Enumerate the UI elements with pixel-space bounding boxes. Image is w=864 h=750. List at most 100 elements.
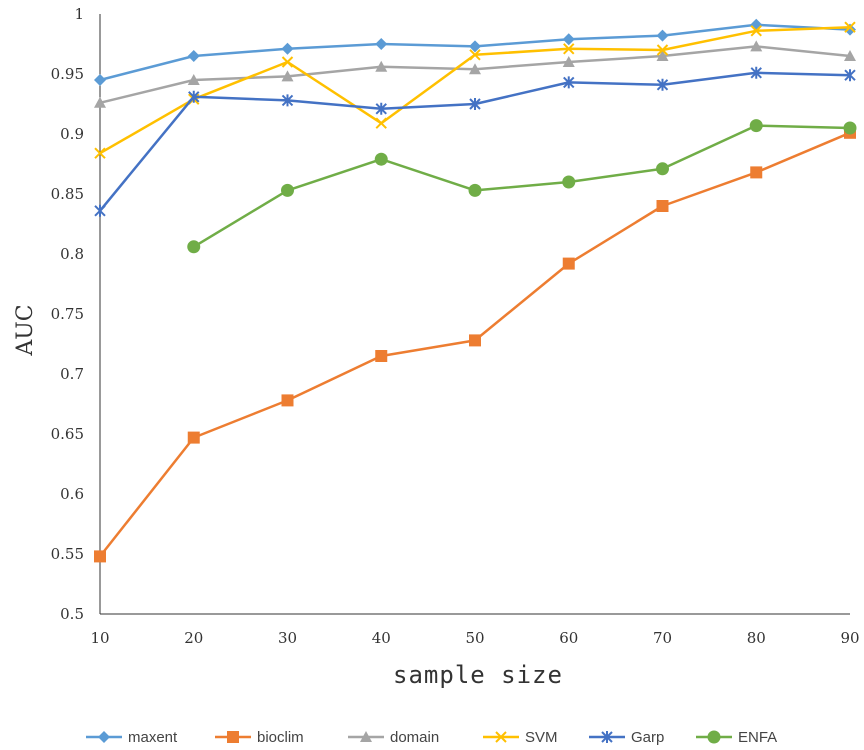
data-point: [281, 94, 294, 107]
data-point: [468, 183, 482, 197]
legend: maxent bioclim domain SVM Garp ENFA: [86, 729, 777, 746]
data-point: [563, 76, 575, 89]
data-point: [750, 25, 762, 37]
x-tick-label: 70: [653, 629, 672, 647]
data-point: [94, 147, 106, 159]
legend-marker: [98, 731, 110, 743]
y-tick-label: 0.8: [60, 245, 84, 263]
data-point: [562, 56, 575, 67]
legend-item: SVM: [483, 729, 558, 746]
x-tick-label: 90: [840, 629, 859, 647]
x-tick-label: 60: [559, 629, 578, 647]
data-point: [469, 98, 481, 110]
data-point: [94, 74, 106, 86]
y-tick-labels: 0.5 0.55 0.6 0.65 0.7 0.75 0.8 0.85 0.9 0.95 1: [51, 5, 84, 623]
data-point: [750, 166, 763, 179]
data-point: [843, 121, 857, 135]
data-point: [844, 50, 856, 61]
y-tick-label: 0.9: [60, 125, 84, 143]
data-point: [469, 63, 481, 75]
y-tick-label: 0.55: [51, 545, 84, 563]
x-tick-label: 40: [372, 629, 391, 647]
legend-marker: [601, 731, 613, 743]
data-point: [750, 66, 762, 79]
data-point: [375, 117, 387, 129]
legend-marker: [707, 730, 721, 744]
data-point: [281, 394, 294, 407]
data-point: [469, 334, 481, 347]
data-point: [375, 102, 387, 115]
legend-item: domain: [348, 729, 439, 746]
x-tick-labels: 10 20 30 40 50 60 70 80 90: [90, 629, 859, 647]
data-point: [656, 162, 669, 176]
data-point: [187, 74, 200, 85]
y-tick-label: 0.95: [51, 65, 84, 83]
data-point: [562, 33, 575, 46]
data-point: [750, 18, 763, 31]
data-point: [844, 69, 856, 82]
series-maxent: [94, 18, 856, 86]
data-point: [563, 43, 575, 55]
data-point: [187, 240, 201, 254]
x-tick-label: 10: [90, 629, 109, 647]
plot-area: [94, 18, 857, 563]
series-enfa: [187, 119, 857, 254]
y-tick-label: 0.5: [60, 605, 84, 623]
data-point: [656, 44, 669, 56]
y-tick-label: 0.6: [60, 485, 84, 503]
data-point: [94, 96, 106, 108]
legend-item: bioclim: [215, 729, 304, 746]
y-tick-label: 0.75: [51, 305, 84, 323]
data-point: [187, 431, 200, 444]
legend-item: maxent: [86, 729, 178, 746]
legend-label: ENFA: [738, 729, 777, 746]
data-point: [281, 42, 294, 55]
x-tick-label: 20: [184, 629, 203, 647]
legend-label: domain: [390, 729, 439, 746]
data-point: [375, 60, 388, 72]
legend-label: SVM: [525, 729, 558, 746]
data-point: [844, 23, 856, 36]
data-point: [656, 200, 669, 212]
y-tick-label: 0.7: [60, 365, 84, 383]
data-point: [187, 50, 200, 62]
data-point: [469, 40, 481, 53]
series-bioclim: [94, 126, 856, 563]
data-point: [375, 350, 388, 362]
data-point: [562, 175, 576, 189]
data-point: [374, 152, 388, 166]
legend-marker: [227, 731, 239, 743]
data-point: [750, 40, 763, 52]
legend-label: Garp: [631, 729, 664, 746]
legend-label: maxent: [128, 729, 178, 746]
x-axis-title: sample size: [393, 661, 563, 689]
data-point: [562, 257, 575, 270]
x-tick-label: 80: [747, 629, 766, 647]
data-point: [469, 49, 481, 61]
y-axis-title: AUC: [13, 304, 38, 356]
x-tick-label: 50: [465, 629, 484, 647]
data-point: [749, 119, 763, 133]
data-point: [656, 78, 669, 91]
data-point: [281, 183, 294, 197]
y-tick-label: 1: [74, 5, 84, 23]
data-point: [656, 29, 669, 42]
legend-label: bioclim: [257, 729, 304, 746]
series-domain: [94, 40, 856, 108]
data-point: [281, 70, 294, 82]
series-line: [193, 124, 851, 248]
data-point: [94, 204, 106, 217]
legend-marker: [360, 731, 372, 742]
legend-item: ENFA: [696, 729, 777, 746]
y-tick-label: 0.65: [51, 425, 84, 443]
y-tick-label: 0.85: [51, 185, 84, 203]
series-garp: [94, 66, 856, 217]
data-point: [281, 56, 294, 68]
data-point: [94, 550, 106, 563]
data-point: [656, 50, 669, 61]
x-tick-label: 30: [278, 629, 297, 647]
data-point: [844, 21, 856, 33]
data-point: [188, 90, 200, 103]
data-point: [375, 38, 388, 50]
